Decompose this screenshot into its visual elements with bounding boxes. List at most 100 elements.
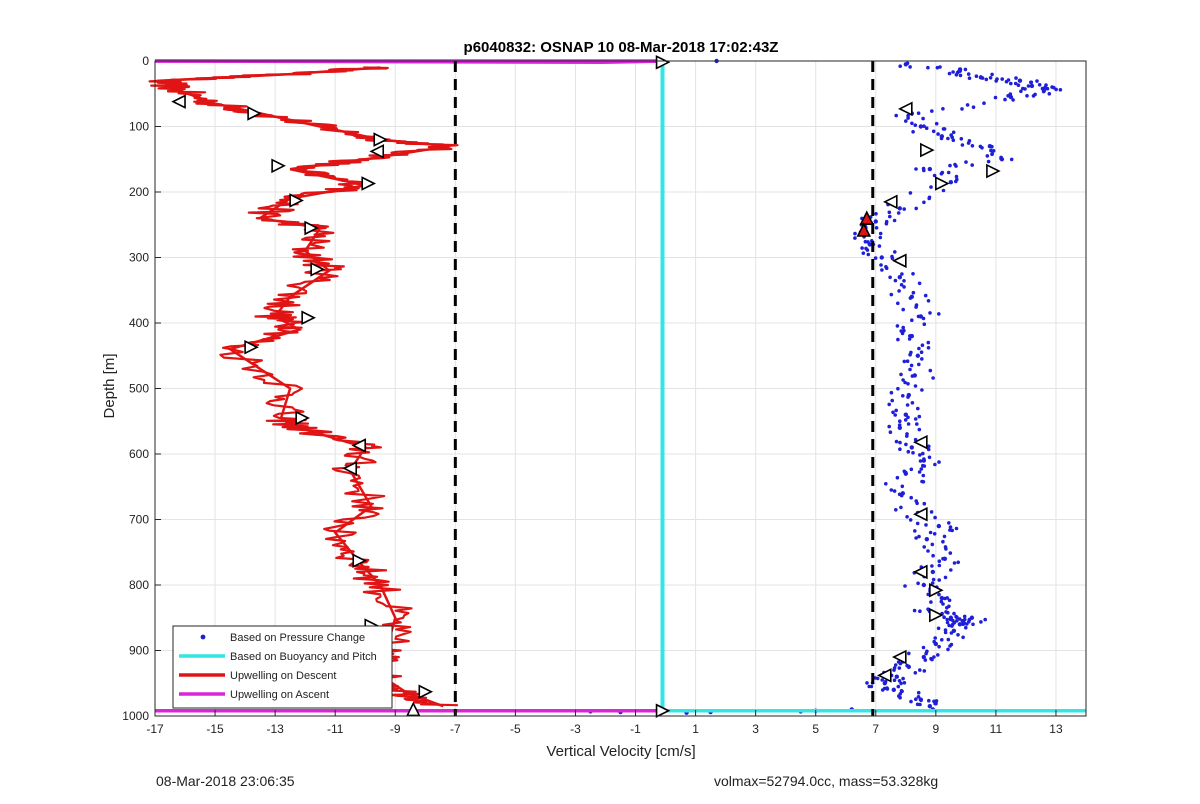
pressure-change-point	[918, 697, 924, 702]
pressure-change-point	[969, 615, 975, 620]
pressure-cloud-dot	[930, 542, 935, 547]
pressure-cloud-dot	[957, 617, 962, 621]
pressure-cloud-dot	[926, 549, 930, 553]
pressure-cloud-dot	[952, 611, 956, 616]
pressure-change-point	[933, 641, 939, 647]
pressure-change-point	[1041, 88, 1047, 93]
pressure-change-point	[882, 681, 887, 686]
triangle-marker	[369, 144, 385, 159]
pressure-cloud-dot	[927, 698, 931, 703]
pressure-cloud-dot	[903, 380, 907, 385]
pressure-cloud-dot	[898, 64, 902, 68]
pressure-cloud-dot	[900, 331, 905, 336]
triangle-marker	[418, 684, 434, 700]
triangle-marker	[351, 438, 367, 453]
triangle-marker	[655, 55, 671, 70]
pressure-cloud-dot	[1019, 89, 1023, 94]
pressure-cloud-dot	[970, 163, 974, 167]
pressure-cloud-dot	[921, 473, 926, 478]
pressure-cloud-dot	[927, 444, 931, 449]
pressure-cloud-dot	[869, 684, 874, 689]
pressure-cloud-dot	[930, 564, 934, 568]
pressure-cloud-dot	[936, 132, 940, 136]
pressure-cloud-dot	[899, 283, 904, 287]
pressure-change-point	[873, 219, 878, 224]
footer-info: volmax=52794.0cc, mass=53.328kg	[714, 773, 939, 789]
pressure-change-point	[948, 179, 954, 185]
pressure-cloud-dot	[896, 684, 901, 689]
pressure-cloud-dot	[905, 515, 909, 519]
pressure-cloud-dot	[905, 359, 910, 364]
pressure-cloud-dot	[906, 449, 911, 454]
pressure-cloud-dot	[898, 661, 903, 666]
pressure-change-point	[894, 674, 899, 679]
pressure-cloud-dot	[928, 530, 933, 535]
pressure-cloud-dot	[866, 252, 871, 257]
x-tick-label: 9	[932, 722, 939, 736]
pressure-cloud-dot	[918, 668, 922, 672]
pressure-cloud-dot	[898, 419, 902, 424]
pressure-cloud-dot	[946, 647, 950, 652]
pressure-change-point	[936, 523, 942, 529]
pressure-cloud-dot	[946, 610, 950, 615]
pressure-cloud-dot	[982, 101, 986, 105]
pressure-change-point	[957, 68, 963, 74]
pressure-cloud-dot	[954, 174, 959, 179]
pressure-cloud-dot	[942, 534, 947, 539]
y-tick-label: 300	[129, 251, 149, 265]
pressure-change-point	[903, 62, 909, 67]
pressure-cloud-dot	[899, 505, 903, 510]
pressure-cloud-dot	[970, 144, 975, 148]
triangle-marker	[913, 564, 928, 580]
y-tick-label: 600	[129, 447, 149, 461]
pressure-cloud-dot	[915, 422, 919, 426]
pressure-cloud-dot	[930, 657, 934, 662]
legend-label: Upwelling on Ascent	[230, 689, 329, 701]
pressure-cloud-dot	[896, 337, 900, 342]
pressure-cloud-dot	[896, 301, 900, 306]
pressure-cloud-dot	[959, 137, 964, 141]
pressure-cloud-dot	[853, 236, 857, 240]
pressure-change-point	[909, 333, 915, 339]
pressure-cloud-dot	[937, 592, 941, 597]
pressure-cloud-dot	[880, 268, 884, 272]
pressure-cloud-dot	[963, 617, 967, 622]
pressure-cloud-dot	[890, 256, 895, 261]
x-axis-label: Vertical Velocity [cm/s]	[546, 743, 695, 760]
pressure-cloud-dot	[948, 525, 953, 529]
pressure-cloud-dot	[974, 74, 979, 78]
pressure-cloud-dot	[916, 581, 920, 586]
pressure-cloud-dot	[945, 620, 950, 625]
x-tick-label: 11	[990, 722, 1003, 736]
pressure-cloud-dot	[891, 410, 895, 415]
pressure-cloud-dot	[945, 606, 949, 610]
pressure-cloud-dot	[888, 214, 892, 219]
pressure-cloud-dot	[889, 390, 894, 395]
pressure-cloud-dot	[946, 136, 950, 141]
pressure-cloud-dot	[917, 427, 922, 432]
pressure-cloud-dot	[874, 212, 878, 216]
pressure-cloud-dot	[887, 210, 892, 215]
pressure-cloud-dot	[946, 637, 951, 642]
pressure-cloud-dot	[928, 311, 932, 315]
pressure-cloud-dot	[917, 346, 921, 351]
legend-label: Based on Pressure Change	[230, 632, 365, 644]
pressure-cloud-dot	[913, 671, 918, 675]
pressure-cloud-dot	[885, 687, 890, 691]
pressure-cloud-dot	[908, 65, 912, 69]
pressure-cloud-dot	[928, 368, 933, 373]
pressure-cloud-dot	[936, 626, 941, 631]
pressure-change-point	[987, 143, 993, 149]
pressure-cloud-dot	[938, 65, 942, 69]
pressure-cloud-dot	[918, 609, 922, 613]
legend-label: Based on Buoyancy and Pitch	[230, 651, 377, 663]
pressure-cloud-dot	[908, 518, 913, 522]
pressure-cloud-dot	[948, 644, 952, 648]
pressure-cloud-dot	[937, 559, 942, 563]
pressure-cloud-dot	[945, 617, 949, 622]
pressure-cloud-dot	[926, 346, 931, 350]
pressure-cloud-dot	[897, 289, 901, 293]
pressure-cloud-dot	[965, 103, 970, 107]
pressure-cloud-dot	[954, 73, 959, 77]
pressure-cloud-dot	[922, 322, 927, 327]
